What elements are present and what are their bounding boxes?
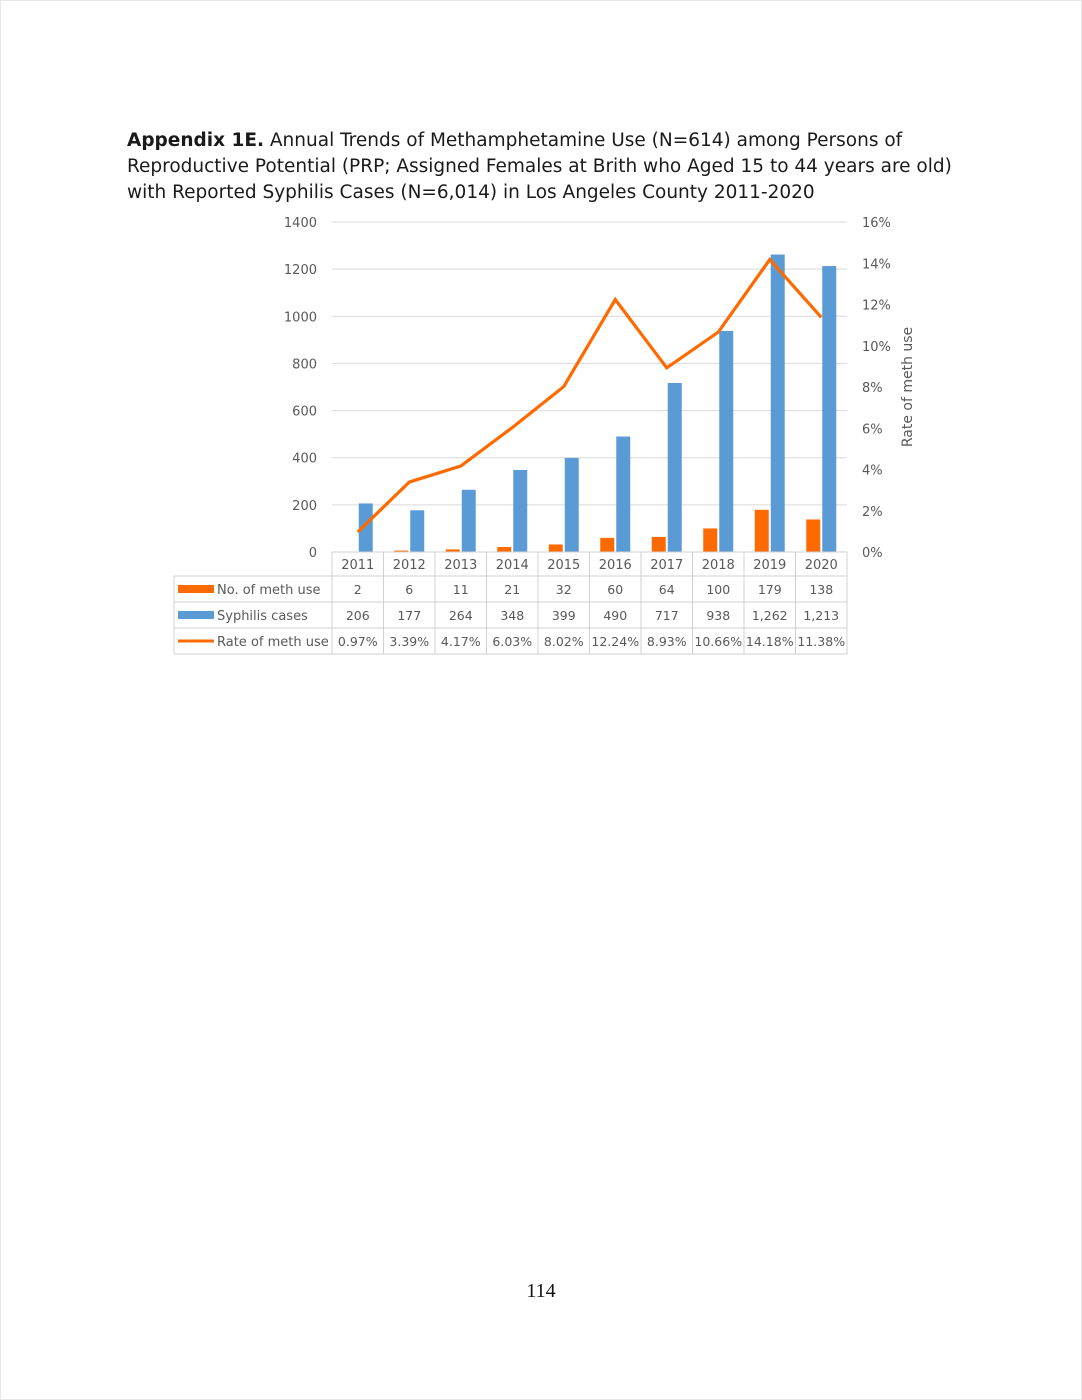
data-label: 64 <box>659 582 675 597</box>
data-label: 11.38% <box>797 634 845 649</box>
bar-meth-use <box>703 528 718 552</box>
data-label: 938 <box>706 608 730 623</box>
x-tick-label: 2016 <box>599 558 632 573</box>
bar-syphilis-cases <box>770 254 785 552</box>
y-tick-label: 0 <box>309 546 317 561</box>
y-tick-label: 600 <box>292 405 317 420</box>
bar-meth-use <box>806 519 821 552</box>
x-tick-label: 2017 <box>650 558 683 573</box>
data-label: 717 <box>655 608 679 623</box>
data-label: 8.02% <box>544 634 584 649</box>
legend-label: No. of meth use <box>217 583 321 598</box>
data-label: 4.17% <box>441 634 481 649</box>
data-label: 32 <box>556 582 572 597</box>
data-label: 6.03% <box>492 634 532 649</box>
data-label: 8.93% <box>647 634 687 649</box>
bar-meth-use <box>445 549 460 552</box>
x-tick-label: 2019 <box>753 558 786 573</box>
data-label: 60 <box>607 582 623 597</box>
bar-syphilis-cases <box>461 489 476 552</box>
data-label: 12.24% <box>591 634 639 649</box>
data-label: 1,213 <box>803 608 839 623</box>
y-tick-label: 400 <box>292 452 317 467</box>
bar-meth-use <box>600 537 615 552</box>
bar-syphilis-cases <box>410 510 425 552</box>
y2-tick-label: 6% <box>862 422 883 437</box>
y2-tick-label: 4% <box>862 464 883 479</box>
x-tick-label: 2015 <box>547 558 580 573</box>
legend-label: Rate of meth use <box>217 635 329 650</box>
x-tick-label: 2013 <box>444 558 477 573</box>
y-tick-label: 800 <box>292 357 317 372</box>
legend-label: Syphilis cases <box>217 609 308 624</box>
data-label: 138 <box>809 582 833 597</box>
data-label: 399 <box>552 608 576 623</box>
bar-syphilis-cases <box>719 330 734 552</box>
data-label: 206 <box>346 608 370 623</box>
y2-tick-label: 2% <box>862 505 883 520</box>
y2-tick-label: 0% <box>862 546 883 561</box>
data-label: 21 <box>504 582 520 597</box>
y-tick-label: 200 <box>292 499 317 514</box>
bar-meth-use <box>754 509 769 552</box>
bar-syphilis-cases <box>616 436 631 552</box>
caption-label: Appendix 1E. <box>127 130 265 151</box>
page-number: 114 <box>526 1280 556 1302</box>
line-rate-meth-use <box>356 256 823 534</box>
legend-key <box>178 585 214 593</box>
y-tick-label: 1400 <box>284 216 317 231</box>
data-label: 1,262 <box>752 608 788 623</box>
x-tick-label: 2018 <box>702 558 735 573</box>
data-label: 177 <box>397 608 421 623</box>
bar-meth-use <box>394 550 409 552</box>
y2-tick-label: 8% <box>862 381 883 396</box>
x-tick-label: 2020 <box>805 558 838 573</box>
data-label: 0.97% <box>338 634 378 649</box>
x-tick-label: 2012 <box>393 558 426 573</box>
bar-syphilis-cases <box>822 266 837 552</box>
bar-syphilis-cases <box>667 382 682 552</box>
y2-tick-label: 10% <box>862 340 891 355</box>
data-label: 11 <box>453 582 469 597</box>
data-label: 14.18% <box>746 634 794 649</box>
data-label: 100 <box>706 582 730 597</box>
x-tick-label: 2011 <box>341 558 374 573</box>
y2-tick-label: 16% <box>862 216 891 231</box>
bar-meth-use <box>497 547 512 552</box>
y2-tick-label: 12% <box>862 299 891 314</box>
data-label: 348 <box>500 608 524 623</box>
bar-syphilis-cases <box>513 469 528 552</box>
x-tick-label: 2014 <box>496 558 529 573</box>
y2-tick-label: 14% <box>862 257 891 272</box>
data-label: 179 <box>758 582 782 597</box>
figure-caption: Appendix 1E. Annual Trends of Methamphet… <box>127 128 957 206</box>
bar-meth-use <box>651 536 666 552</box>
bar-meth-use <box>548 544 563 552</box>
data-label: 2 <box>354 582 362 597</box>
combo-chart: 0 200 400 600 800 1000 1200 1400 0% 2% 4% 6% 8% 10% 12… <box>173 216 916 655</box>
data-label: 490 <box>603 608 627 623</box>
y-tick-label: 1000 <box>284 310 317 325</box>
data-label: 10.66% <box>694 634 742 649</box>
data-label: 3.39% <box>389 634 429 649</box>
caption-text: Annual Trends of Methamphetamine Use (N=… <box>127 130 952 203</box>
bar-syphilis-cases <box>564 457 579 552</box>
data-label: 6 <box>405 582 413 597</box>
y2-axis-title: Rate of meth use <box>900 327 916 447</box>
data-label: 264 <box>449 608 473 623</box>
bar-syphilis-cases <box>358 503 373 552</box>
legend-key <box>178 611 214 619</box>
y-tick-label: 1200 <box>284 263 317 278</box>
